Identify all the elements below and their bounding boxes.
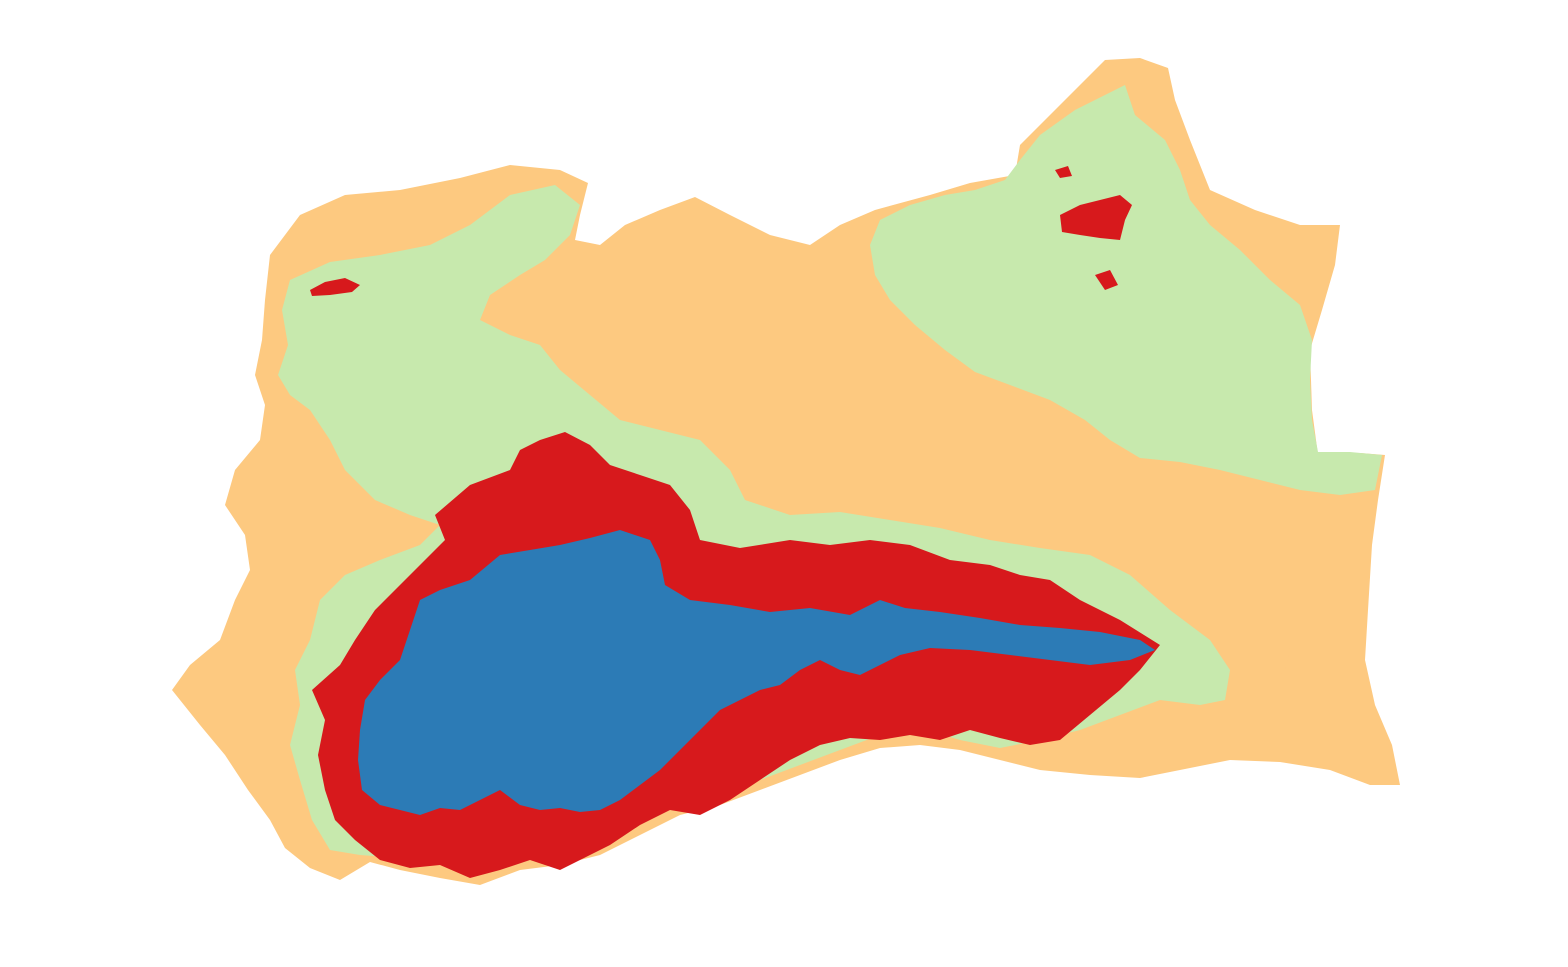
zone-inner-patch-northeast bbox=[1060, 195, 1132, 240]
zone-inner-patch-northeast-3 bbox=[1055, 166, 1072, 178]
zone-mid-northeast bbox=[870, 85, 1382, 495]
zone-inner-patch-northeast-2 bbox=[1095, 270, 1118, 290]
zone-outer-pocket-east bbox=[1240, 630, 1290, 680]
zone-core bbox=[358, 530, 1155, 815]
zone-inner-patch-northwest bbox=[310, 278, 360, 296]
